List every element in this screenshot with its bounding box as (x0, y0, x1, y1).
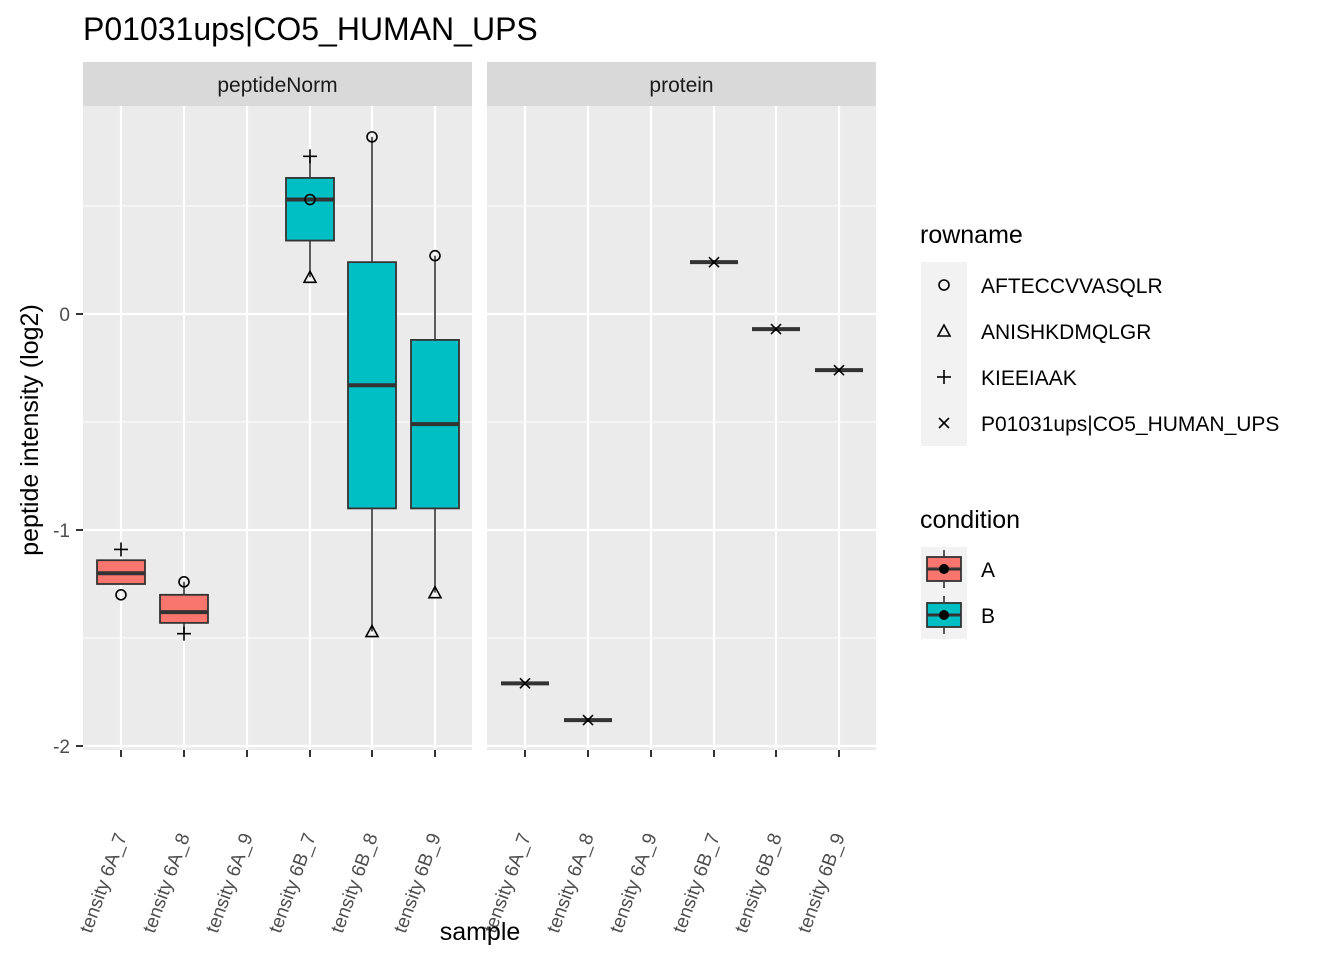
x-tick-label: tensity 6A_8 (543, 831, 599, 936)
legend-key-circle (938, 279, 950, 291)
panel-protein: protein (487, 62, 876, 750)
strip-label-peptideNorm: peptideNorm (217, 74, 337, 97)
point-cross (833, 364, 845, 376)
panel-background (83, 106, 472, 750)
legend-key-plus (937, 370, 951, 384)
box-body (159, 593, 209, 624)
x-tick-label: tensity 6A_7 (76, 831, 132, 936)
strip-background (83, 62, 472, 106)
point-cross (708, 256, 720, 268)
panel-peptideNorm: peptideNorm (83, 62, 472, 750)
legend-key-condition-B (926, 596, 962, 634)
point-plus (114, 542, 128, 557)
legend-key-condition-A (926, 550, 962, 588)
chart-title: P01031ups|CO5_HUMAN_UPS (83, 11, 538, 47)
box-peptideNorm-tensity-6B_9 (410, 255, 460, 593)
point-cross (582, 714, 594, 726)
y-tick-label: -2 (53, 737, 70, 758)
point-plus (177, 626, 191, 641)
point-cross (519, 677, 531, 689)
legend-key-triangle (936, 323, 952, 337)
x-axis-title: sample (440, 918, 521, 946)
legend-rowname: rowname AFTECCVVASQLR ANISHKDMQLGR KIEEIAA… (920, 221, 1279, 446)
legend-condition: condition AB (920, 506, 1020, 639)
legend-condition-label: A (981, 559, 995, 582)
strip-background (487, 62, 876, 106)
x-tick-label: tensity 6A_9 (606, 831, 662, 936)
legend-rowname-title: rowname (920, 221, 1023, 249)
point-circle (366, 131, 378, 143)
x-tick-label: tensity 6B_9 (390, 831, 446, 936)
point-triangle (302, 269, 318, 284)
panel-background (487, 106, 876, 750)
y-axis-title: peptide intensity (log2) (16, 304, 44, 556)
x-tick-label: tensity 6A_8 (139, 831, 195, 936)
point-circle (178, 576, 190, 588)
y-tick-label: 0 (59, 305, 70, 326)
point-plus (303, 149, 317, 164)
legend-rowname-label: AFTECCVVASQLR (981, 275, 1163, 298)
strip-label-protein: protein (649, 74, 713, 97)
point-circle (304, 193, 316, 206)
x-tick-label: tensity 6B_8 (327, 831, 383, 936)
point-triangle (427, 584, 443, 599)
x-tick-label: tensity 6B_7 (669, 831, 725, 936)
box-peptideNorm-tensity-6B_8 (347, 136, 397, 632)
box-body (285, 177, 335, 242)
x-tick-label: tensity 6B_7 (265, 831, 321, 936)
point-triangle (364, 623, 380, 638)
box-peptideNorm-tensity-6B_7 (285, 156, 335, 278)
y-tick-label: -1 (53, 521, 70, 542)
legend-key-background (921, 262, 967, 446)
legend-rowname-label: P01031ups|CO5_HUMAN_UPS (981, 413, 1279, 436)
legend-condition-label: B (981, 605, 995, 628)
point-cross (770, 323, 782, 335)
legend-rowname-label: KIEEIAAK (981, 367, 1077, 390)
legend-rowname-label: ANISHKDMQLGR (981, 321, 1151, 344)
point-circle (429, 249, 441, 262)
x-tick-label: tensity 6A_9 (202, 831, 258, 936)
x-tick-label: tensity 6B_8 (731, 831, 787, 936)
point-circle (115, 588, 127, 601)
x-tick-label: tensity 6B_9 (794, 831, 850, 936)
panels-layer: peptideNorm protein (83, 62, 876, 750)
legend-key-cross (938, 417, 950, 429)
legend-condition-title: condition (920, 506, 1020, 534)
box-peptideNorm-tensity-6A_7 (96, 559, 146, 585)
box-peptideNorm-tensity-6A_8 (159, 581, 209, 634)
